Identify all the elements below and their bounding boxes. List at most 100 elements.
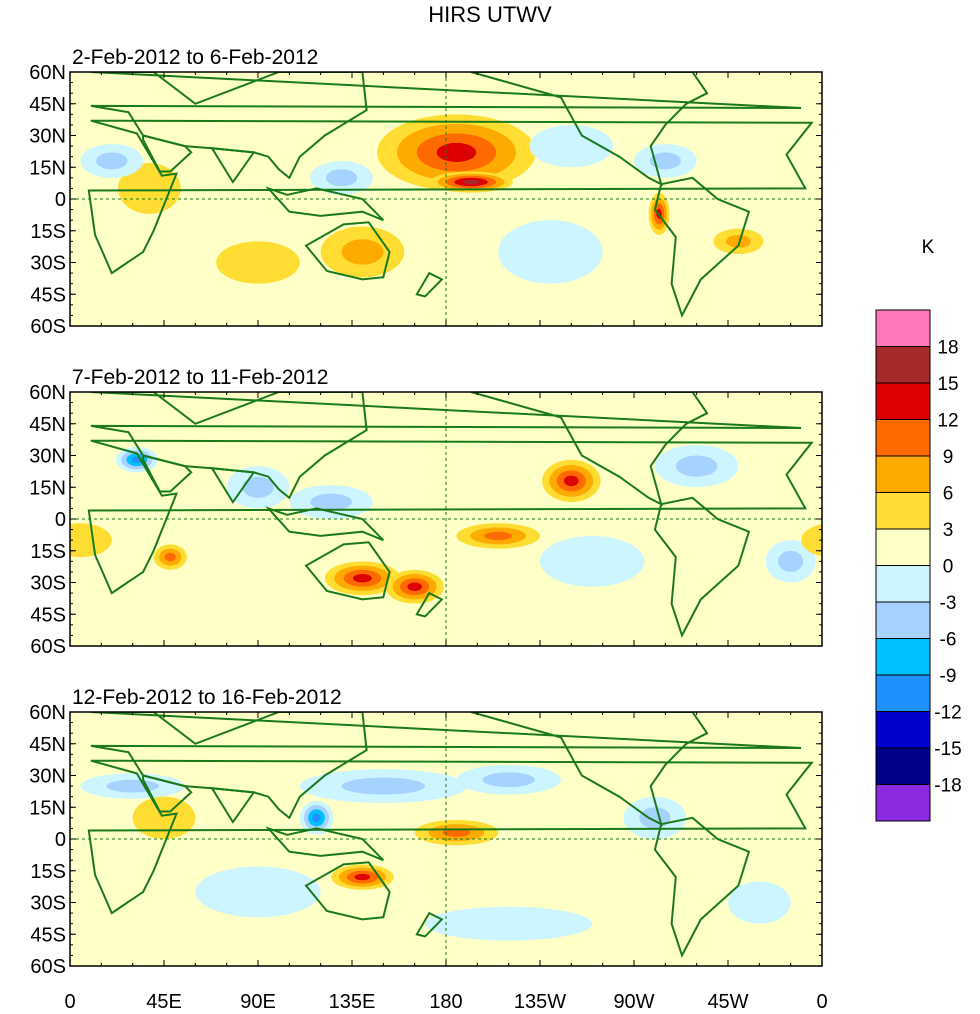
coastlines: [87, 712, 814, 958]
panel-subtitle: 7-Feb-2012 to 11-Feb-2012: [72, 366, 328, 389]
anomaly-contour: [310, 493, 352, 511]
y-tick-label: 0: [55, 509, 66, 531]
coastlines: [87, 392, 814, 638]
colorbar-swatch: [875, 601, 931, 639]
anomaly-contour: [341, 239, 384, 265]
x-tick-label: 90E: [240, 991, 276, 1013]
colorbar-level-label: -18: [934, 776, 961, 797]
colorbar-swatch: [875, 455, 931, 493]
colorbar-swatch: [875, 528, 931, 566]
anomaly-contour: [675, 455, 718, 477]
x-tick-label: 45E: [146, 991, 182, 1013]
anomaly-contour: [529, 124, 614, 168]
coastline: [470, 392, 709, 507]
colorbar-swatch: [875, 492, 931, 530]
colorbar-level-label: 9: [943, 447, 954, 468]
coastline: [90, 72, 802, 180]
colorbar-level-label: 3: [943, 520, 954, 541]
y-tick-label: 15N: [29, 797, 66, 819]
anomaly-contour: [242, 476, 274, 498]
y-tick-label: 30N: [29, 126, 66, 148]
anomaly-contour: [778, 550, 804, 572]
y-tick-label: 60N: [29, 702, 66, 724]
colorbar-level-label: -12: [934, 703, 961, 724]
colorbar-level-label: -15: [934, 739, 961, 760]
anomaly-contour: [325, 169, 358, 187]
coastline: [653, 176, 751, 318]
colorbar: K 18 15 12 9 6 3 0 -3 -6 -9 -12 -15 -18: [875, 237, 962, 822]
y-tick-label: 60S: [30, 316, 66, 338]
anomaly-contour: [436, 142, 477, 162]
panel-subtitle: 2-Feb-2012 to 6-Feb-2012: [72, 46, 318, 69]
colorbar-level-label: 15: [937, 374, 958, 395]
x-tick-label: 90W: [613, 991, 654, 1013]
y-tick-label: 15S: [30, 541, 66, 563]
anomaly-contour: [498, 220, 603, 284]
anomaly-contour: [106, 779, 159, 793]
anomaly-contour: [462, 179, 480, 185]
y-tick-label: 45S: [30, 924, 66, 946]
colorbar-swatch: [875, 674, 931, 712]
map-panels: 2-Feb-2012 to 6-Feb-2012 60N 45N 30N 15N 0 15S…: [29, 46, 827, 1013]
colorbar-swatch: [875, 565, 931, 603]
anomaly-contour: [132, 796, 196, 839]
y-tick-label: 30S: [30, 253, 66, 275]
coastline: [653, 496, 751, 638]
anomaly-contour: [195, 866, 321, 918]
x-tick-label: 135E: [329, 991, 376, 1013]
anomaly-contour: [70, 523, 112, 558]
anomaly-contour: [354, 873, 371, 881]
coastline: [265, 506, 385, 542]
coastlines: [87, 72, 814, 318]
y-tick-label: 45S: [30, 604, 66, 626]
anomaly-contour: [649, 152, 681, 170]
colorbar-swatch: [875, 382, 931, 420]
anomaly-contour: [312, 813, 321, 823]
coastline: [87, 439, 814, 595]
chart-title: HIRS UTWV: [428, 2, 552, 27]
map-panel-2: 7-Feb-2012 to 11-Feb-2012 60N 45N 30N 15N 0 15…: [29, 366, 823, 658]
x-tick-label: 180: [429, 991, 462, 1013]
anomaly-contour: [96, 152, 128, 170]
colorbar-level-label: -6: [940, 630, 957, 651]
colorbar-level-label: 18: [937, 338, 958, 359]
coastline: [470, 72, 709, 187]
colorbar-level-label: -9: [940, 666, 957, 687]
x-tick-label: 0: [64, 991, 75, 1013]
x-tick-label: 45W: [707, 991, 748, 1013]
colorbar-level-label: 6: [943, 484, 954, 505]
anomaly-contour: [341, 777, 426, 795]
anomaly-contour: [482, 772, 535, 788]
anomaly-contour: [216, 241, 300, 284]
colorbar-swatch: [875, 419, 931, 457]
x-tick-label: 0: [816, 991, 827, 1013]
colorbar-swatch: [875, 711, 931, 749]
coastline: [265, 186, 385, 222]
colorbar-swatch: [875, 638, 931, 676]
coastline: [90, 392, 802, 500]
anomaly-contour: [353, 574, 372, 583]
colorbar-swatch: [875, 346, 931, 384]
anomaly-contour: [442, 828, 471, 837]
y-tick-label: 60S: [30, 636, 66, 658]
y-tick-label: 45N: [29, 94, 66, 116]
anomaly-contour: [801, 524, 822, 557]
coastline: [415, 911, 444, 938]
anomaly-contour: [564, 475, 579, 487]
anomaly-contour: [725, 234, 751, 248]
coastline: [87, 119, 814, 275]
colorbar-level-label: -3: [940, 593, 957, 614]
y-tick-label: 0: [55, 189, 66, 211]
x-axis-labels: 0 45E 90E 135E 180 135W 90W 45W 0: [64, 991, 827, 1013]
panel-subtitle: 12-Feb-2012 to 16-Feb-2012: [72, 686, 342, 709]
colorbar-swatch: [875, 747, 931, 785]
anomaly-contour: [484, 531, 513, 541]
colorbar-level-label: 0: [943, 557, 954, 578]
colorbar-swatch: [875, 309, 931, 347]
y-tick-label: 60N: [29, 382, 66, 404]
coastline: [304, 221, 391, 281]
anomaly-contour: [639, 807, 671, 829]
x-tick-label: 135W: [514, 991, 566, 1013]
y-tick-label: 30N: [29, 446, 66, 468]
